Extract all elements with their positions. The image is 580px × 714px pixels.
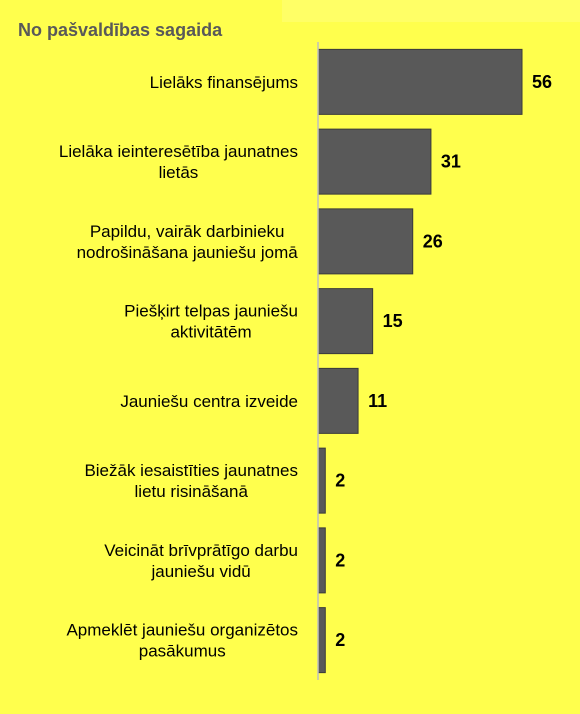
category-label-2-line-2: lietās [159,163,199,182]
header-strip [282,0,580,22]
chart-title: No pašvaldības sagaida [18,20,223,40]
value-label-3: 26 [423,231,443,251]
bar-8 [317,607,326,674]
value-label-8: 2 [335,630,345,650]
category-label-1-line-1: Lielāks finansējums [150,73,298,92]
category-label-7-line-1: Veicināt brīvprātīgo darbu [104,541,298,560]
category-label-3-line-1: Papildu, vairāk darbinieku [90,222,285,241]
bar-5 [317,367,359,434]
bar-6 [317,447,326,514]
category-label-4-line-2: aktivitātēm [170,323,251,342]
category-label-8-line-2: pasākumus [139,642,226,661]
category-label-8-line-1: Apmeklēt jauniešu organizētos [66,621,298,640]
value-label-6: 2 [335,471,345,491]
category-label-5-line-1: Jauniešu centra izveide [120,392,298,411]
category-label-6-line-1: Biežāk iesaistīties jaunatnes [84,461,298,480]
category-label-4-line-1: Piešķirt telpas jauniešu [124,302,298,321]
bar-4 [317,288,374,355]
value-label-5: 11 [368,391,387,411]
value-label-7: 2 [335,550,345,570]
bar-3 [317,208,414,275]
bar-2 [317,128,432,195]
category-label-7-line-2: jauniešu vidū [151,562,251,581]
value-label-1: 56 [532,72,552,92]
category-label-2-line-1: Lielāka ieinteresētība jaunatnes [59,142,298,161]
bar-7 [317,527,326,594]
value-label-2: 31 [441,152,461,172]
category-label-6-line-2: lietu risināšanā [135,482,249,501]
category-label-3-line-2: nodrošināšana jauniešu jomā [77,243,299,262]
value-label-4: 15 [383,311,403,331]
bar-1 [317,48,523,115]
bars-layer: 56 Lielāks finansējums 31 Lielāka ieinteres… [59,48,552,674]
